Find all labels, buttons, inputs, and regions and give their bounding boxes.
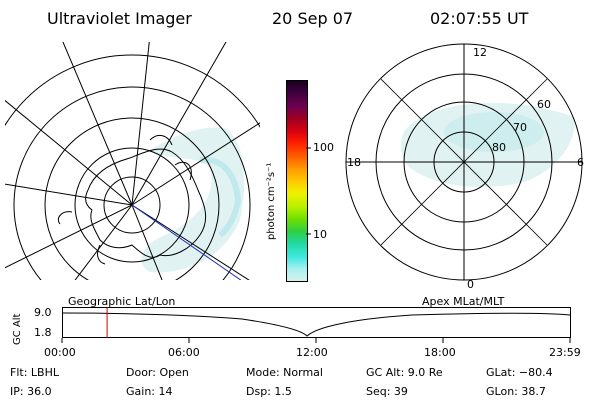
xtick-0600: 06:00 xyxy=(168,346,200,359)
xtick-2359: 23:59 xyxy=(549,346,581,359)
continent-outline xyxy=(85,148,207,258)
mlt-label-0: 0 xyxy=(467,278,474,291)
info-door: Door: Open xyxy=(126,366,189,379)
info-mode: Mode: Normal xyxy=(246,366,323,379)
timeline-left-caption: Geographic Lat/Lon xyxy=(68,295,176,308)
info-filter: Flt: LBHL xyxy=(10,366,59,379)
xtick-1200: 12:00 xyxy=(296,346,328,359)
xtick-1800: 18:00 xyxy=(424,346,456,359)
info-seq: Seq: 39 xyxy=(366,385,408,398)
altitude-timeline xyxy=(61,307,571,343)
instrument-title: Ultraviolet Imager xyxy=(47,9,192,28)
altitude-curve xyxy=(61,312,571,337)
info-gc-alt: GC Alt: 9.0 Re xyxy=(366,366,443,379)
timeline-yaxis-label: GC Alt xyxy=(12,313,23,345)
xtick-0000: 00:00 xyxy=(44,346,76,359)
info-gain: Gain: 14 xyxy=(126,385,173,398)
auroral-oval xyxy=(400,102,575,188)
info-ip: IP: 36.0 xyxy=(10,385,52,398)
mlat-label-70: 70 xyxy=(513,121,527,134)
mlat-label-60: 60 xyxy=(537,98,551,111)
geographic-map xyxy=(5,42,260,280)
colorbar-ticks xyxy=(306,147,311,235)
geographic-grid xyxy=(5,42,260,280)
colorbar-label: photon cm⁻²s⁻¹ xyxy=(266,162,277,240)
timeline-ytick-high: 9.0 xyxy=(34,306,52,319)
magnetic-polar-map xyxy=(345,43,583,281)
timeline-ytick-low: 1.8 xyxy=(34,326,52,339)
info-glat: GLat: −80.4 xyxy=(486,366,553,379)
colorbar-tick-10: 10 xyxy=(313,228,327,241)
colorbar xyxy=(286,80,308,282)
mlat-label-80: 80 xyxy=(492,141,506,154)
info-dsp: Dsp: 1.5 xyxy=(246,385,292,398)
timeline-right-caption: Apex MLat/MLT xyxy=(422,295,505,308)
time-label: 02:07:55 UT xyxy=(430,9,529,28)
colorbar-tick-100: 100 xyxy=(313,141,334,154)
satellite-track xyxy=(131,204,242,280)
mlt-label-18: 18 xyxy=(347,156,361,169)
mlt-label-12: 12 xyxy=(473,46,487,59)
info-glon: GLon: 38.7 xyxy=(486,385,546,398)
date-label: 20 Sep 07 xyxy=(272,9,354,28)
mlt-label-6: 6 xyxy=(577,156,584,169)
